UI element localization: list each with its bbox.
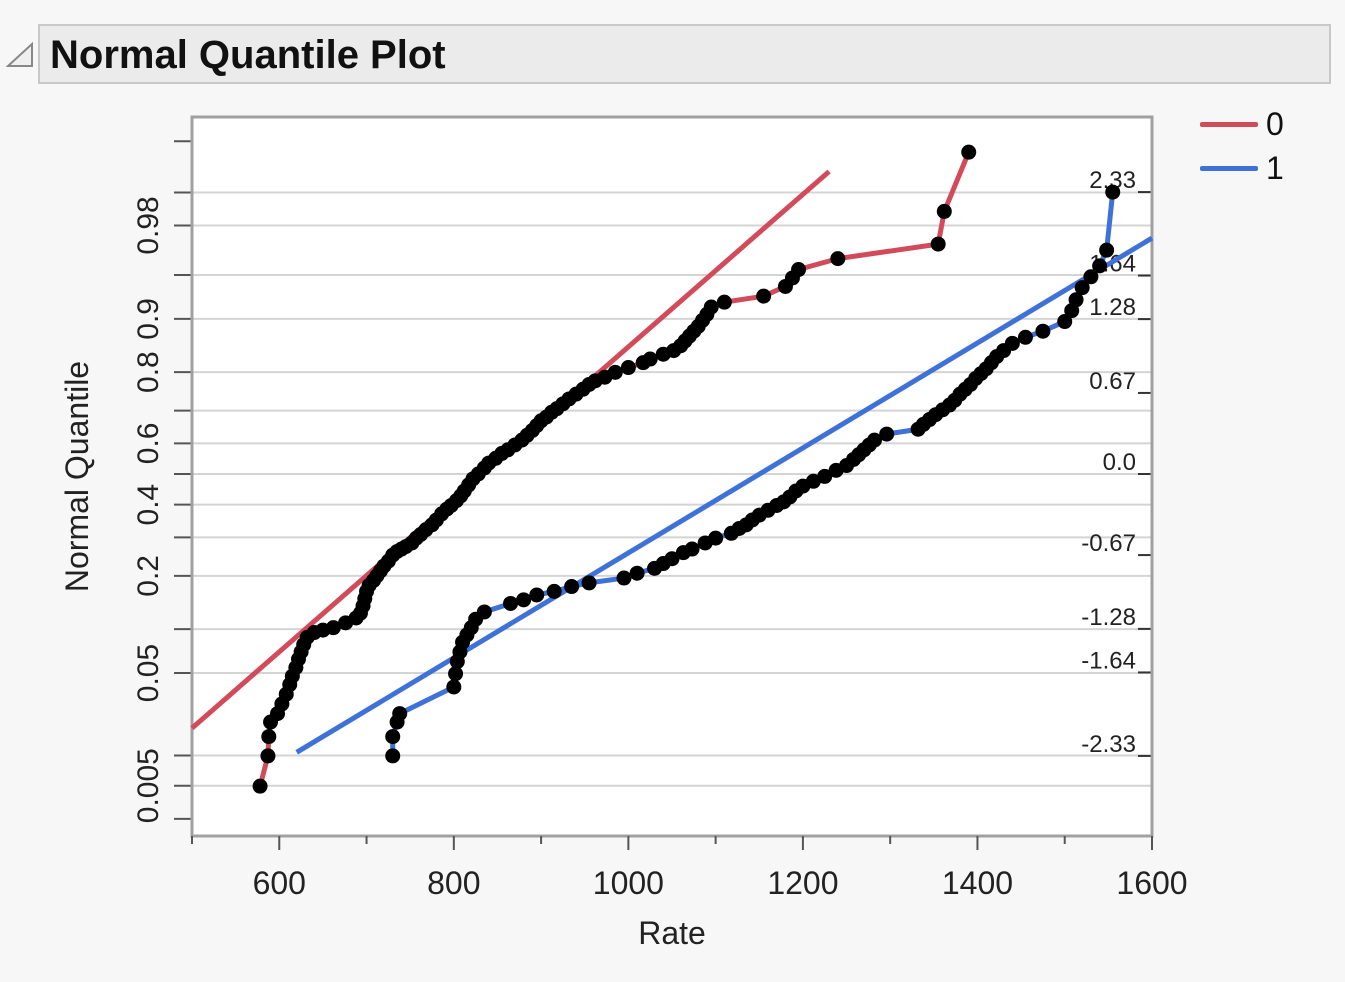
data-point-series-1 [516, 592, 532, 608]
left-tick-label: 0.9 [132, 298, 165, 340]
data-point-series-1 [664, 551, 680, 567]
left-tick-label: 0.8 [132, 351, 165, 393]
outline-header: Normal Quantile Plot [38, 24, 1331, 84]
data-point-series-1 [392, 706, 408, 722]
plot-frame [190, 115, 1154, 838]
left-tick-label: 0.2 [132, 555, 165, 597]
data-point-series-0 [642, 351, 658, 367]
fit-line-series-1 [295, 235, 1154, 755]
data-point-series-1 [385, 748, 401, 764]
right-tick-label: -0.67 [1081, 530, 1136, 557]
data-point-series-0 [791, 262, 807, 278]
data-point-series-1 [805, 473, 821, 489]
x-tick-label: 600 [253, 865, 306, 901]
data-point-series-1 [708, 530, 724, 546]
data-point-series-1 [1092, 258, 1108, 274]
data-point-series-0 [830, 251, 846, 267]
data-point-series-0 [930, 236, 946, 252]
data-point-series-1 [1057, 314, 1073, 330]
page-title: Normal Quantile Plot [50, 33, 446, 77]
right-tick-label: -1.64 [1081, 647, 1136, 674]
data-point-series-0 [261, 729, 277, 745]
left-tick-label: 0.6 [132, 423, 165, 465]
legend-label-0: 0 [1266, 106, 1284, 142]
data-point-series-0 [936, 203, 952, 219]
data-point-series-1 [476, 604, 492, 620]
x-tick-label: 1000 [593, 865, 664, 901]
data-point-series-0 [325, 620, 341, 636]
data-point-series-1 [1099, 242, 1115, 258]
legend-label-1: 1 [1266, 150, 1284, 186]
data-point-series-0 [620, 360, 636, 376]
left-tick-label: 0.005 [132, 748, 165, 823]
data-point-series-1 [1105, 184, 1121, 200]
data-point-series-1 [1068, 292, 1084, 308]
data-point-series-0 [703, 299, 719, 315]
data-point-series-1 [564, 579, 580, 595]
x-axis-title: Rate [638, 915, 706, 951]
data-point-series-0 [756, 288, 772, 304]
disclosure-triangle-icon[interactable] [6, 42, 36, 70]
data-point-series-1 [879, 426, 895, 442]
legend-swatch-0 [1200, 121, 1258, 127]
data-point-series-1 [529, 587, 545, 603]
right-tick-label: 0.67 [1089, 368, 1136, 395]
data-point-series-1 [1074, 280, 1090, 296]
data-point-series-1 [1035, 323, 1051, 339]
x-tick-label: 1400 [942, 865, 1013, 901]
data-point-series-1 [866, 432, 882, 448]
data-point-series-0 [716, 294, 732, 310]
right-tick-label: -2.33 [1081, 731, 1136, 758]
data-point-series-1 [546, 583, 562, 599]
data-point-series-1 [1083, 269, 1099, 285]
data-point-series-1 [616, 570, 632, 586]
data-point-series-1 [503, 595, 519, 611]
right-tick-label: 0.0 [1103, 449, 1136, 476]
legend-swatch-1 [1200, 165, 1258, 171]
data-point-series-1 [385, 729, 401, 745]
data-point-series-1 [448, 666, 464, 682]
data-point-series-1 [629, 565, 645, 581]
data-point-series-0 [961, 144, 977, 160]
y-axis-title: Normal Quantile [59, 361, 95, 592]
data-point-series-1 [1004, 335, 1020, 351]
x-tick-label: 1600 [1116, 865, 1187, 901]
data-point-series-1 [1017, 329, 1033, 345]
data-point-series-0 [252, 778, 268, 794]
left-tick-label: 0.05 [132, 644, 165, 702]
legend-item-0[interactable]: 0 [1200, 102, 1284, 146]
data-point-series-0 [260, 748, 276, 764]
data-point-series-1 [817, 468, 833, 484]
left-tick-label: 0.4 [132, 484, 165, 526]
x-tick-label: 1200 [767, 865, 838, 901]
data-point-series-1 [684, 541, 700, 557]
data-point-series-1 [581, 575, 597, 591]
data-point-series-1 [446, 679, 462, 695]
legend: 0 1 [1200, 102, 1284, 190]
legend-item-1[interactable]: 1 [1200, 146, 1284, 190]
x-tick-label: 800 [427, 865, 480, 901]
right-tick-label: -1.28 [1081, 604, 1136, 631]
data-point-series-0 [607, 364, 623, 380]
left-tick-label: 0.98 [132, 196, 165, 254]
right-tick-label: 1.28 [1089, 294, 1136, 321]
